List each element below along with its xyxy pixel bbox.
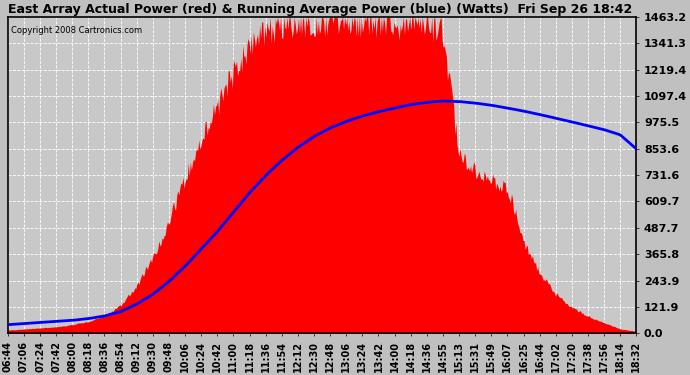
Text: East Array Actual Power (red) & Running Average Power (blue) (Watts)  Fri Sep 26: East Array Actual Power (red) & Running … xyxy=(8,3,632,16)
Text: Copyright 2008 Cartronics.com: Copyright 2008 Cartronics.com xyxy=(11,26,142,35)
